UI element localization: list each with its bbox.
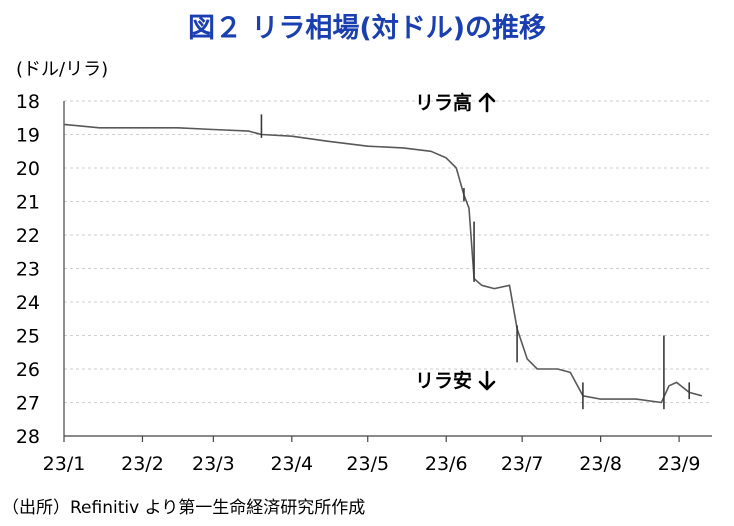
y-tick-label: 23 <box>16 259 40 281</box>
x-tick-label: 23/2 <box>121 453 164 475</box>
y-tick-label: 19 <box>16 125 40 147</box>
x-tick-label: 23/7 <box>501 453 544 475</box>
source-note: （出所）Refinitiv より第一生命経済研究所作成 <box>2 498 365 518</box>
x-tick-label: 23/3 <box>192 453 235 475</box>
y-tick-label: 28 <box>16 426 40 448</box>
y-tick-label: 25 <box>16 326 40 348</box>
x-axis: 23/1 23/2 23/3 23/4 23/5 23/6 23/7 23/8 23/9 <box>43 435 712 475</box>
series-line <box>63 123 703 404</box>
y-axis: 18 19 20 21 22 23 24 25 26 27 28 <box>16 91 65 448</box>
unit-label: (ドル/リラ) <box>16 59 108 80</box>
data-series <box>63 114 703 410</box>
y-tick-label: 20 <box>16 158 40 180</box>
annotation-up: リラ高 <box>415 91 496 114</box>
gridlines <box>64 100 712 403</box>
chart-title: 図２ リラ相場(対ドル)の推移 <box>188 13 546 44</box>
x-tick-label: 23/5 <box>346 453 389 475</box>
y-tick-label: 21 <box>16 192 40 214</box>
x-tick-label: 23/8 <box>579 453 622 475</box>
annotation-up-label: リラ高 <box>415 91 472 114</box>
arrow-up-icon <box>478 92 496 113</box>
y-tick-label: 18 <box>16 91 40 113</box>
y-tick-label: 22 <box>16 225 40 247</box>
y-tick-label: 27 <box>16 393 40 415</box>
annotation-down: リラ安 <box>415 369 496 392</box>
y-tick-label: 24 <box>16 292 40 314</box>
x-tick-label: 23/1 <box>43 453 86 475</box>
x-tick-label: 23/4 <box>270 453 313 475</box>
arrow-down-icon <box>478 370 496 391</box>
x-tick-label: 23/6 <box>425 453 468 475</box>
y-tick-label: 26 <box>16 359 40 381</box>
annotation-down-label: リラ安 <box>415 369 472 392</box>
x-tick-label: 23/9 <box>658 453 701 475</box>
